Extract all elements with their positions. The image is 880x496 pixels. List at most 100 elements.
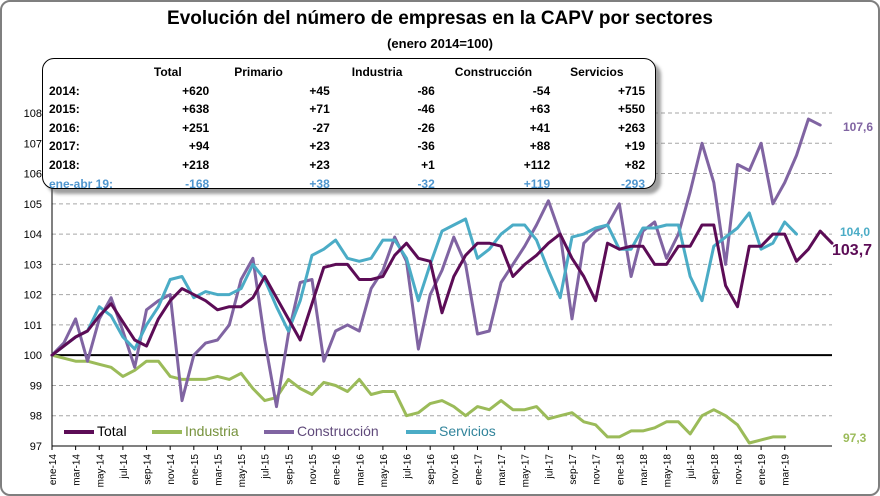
x-tick-label: nov-16: [450, 454, 461, 485]
table-cell: -46: [417, 102, 435, 117]
x-tick-label: mar-15: [213, 454, 224, 486]
y-tick-labels: 97 98 99 100 101 102 103 104 105 106 107 108: [24, 108, 42, 453]
table-cell: +251: [182, 120, 210, 135]
table-cell: +41: [529, 120, 551, 135]
table-header-total: Total: [153, 65, 182, 79]
table-cell: -26: [417, 120, 435, 135]
table-cell: +23: [309, 157, 330, 172]
table-row: 2018: +218 +23 +1 +112 +82: [49, 156, 655, 175]
y-tick-label: 105: [24, 199, 42, 211]
table-cell: +119: [523, 176, 551, 191]
x-tick-label: may-14: [95, 454, 106, 488]
table-row-label: 2014:: [49, 83, 80, 98]
table-cell: -27: [312, 120, 330, 135]
table-header-primario: Primario: [234, 65, 283, 79]
table-cell: +715: [617, 83, 645, 98]
table-cell: +112: [523, 157, 551, 172]
x-tick-label: ene-18: [615, 454, 626, 486]
legend-item-total: Total: [64, 423, 127, 439]
x-tick-label: jul-17: [544, 454, 555, 480]
end-label-servicios: 104,0: [840, 225, 871, 239]
table-row-label: 2018:: [49, 157, 80, 172]
legend-swatch-servicios: [406, 430, 436, 435]
x-tick-label: mar-18: [639, 454, 650, 486]
x-tick-label: sep-14: [143, 454, 154, 485]
x-tick-label: mar-16: [355, 454, 366, 486]
series-line-servicios: [50, 211, 798, 357]
table-cell: -32: [417, 176, 435, 191]
legend-label-servicios: Servicios: [439, 423, 496, 439]
table-cell: -293: [620, 176, 645, 191]
table-row: 2016: +251 -27 -26 +41 +263: [49, 119, 655, 138]
table-cell: +94: [188, 139, 210, 154]
summary-table-box: Total Primario Industria Construcción Se…: [42, 58, 656, 191]
table-cell: +550: [617, 102, 645, 117]
table-cell: -86: [417, 83, 435, 98]
table-cell: -168: [185, 176, 210, 191]
table-cell: +263: [617, 120, 645, 135]
y-tick-label: 103: [24, 259, 42, 271]
end-label-industria: 97,3: [843, 431, 867, 445]
axes: [51, 108, 832, 450]
x-tick-label: may-17: [521, 454, 532, 488]
legend-item-construccion: Construcción: [264, 423, 379, 439]
y-tick-label: 97: [30, 441, 42, 453]
table-cell: +88: [529, 139, 551, 154]
legend-label-total: Total: [97, 423, 127, 439]
legend-swatch-total: [64, 430, 94, 435]
y-tick-label: 101: [24, 320, 42, 332]
y-tick-label: 102: [24, 290, 42, 302]
legend-swatch-industria: [152, 430, 182, 435]
table-cell: -54: [532, 83, 551, 98]
table-cell: +63: [529, 102, 551, 117]
chart-subtitle: (enero 2014=100): [387, 36, 493, 51]
x-tick-label: nov-15: [308, 454, 319, 485]
x-tick-label: nov-18: [733, 454, 744, 485]
x-tick-label: sep-17: [568, 454, 579, 485]
end-label-total: 103,7: [832, 242, 873, 259]
legend-label-industria: Industria: [185, 423, 239, 439]
legend-item-servicios: Servicios: [406, 423, 496, 439]
x-tick-label: may-16: [379, 454, 390, 488]
table-cell: +638: [182, 102, 210, 117]
table-row: 2015: +638 +71 -46 +63 +550: [49, 100, 655, 119]
x-tick-label: mar-17: [497, 454, 508, 486]
x-tick-label: ene-14: [48, 454, 59, 486]
table-cell: -36: [417, 139, 435, 154]
x-tick-label: mar-19: [781, 454, 792, 486]
x-tick-label: ene-17: [473, 454, 484, 486]
table-row: 2017: +94 +23 -36 +88 +19: [49, 137, 655, 156]
legend-item-industria: Industria: [152, 423, 239, 439]
x-tick-label: ene-19: [757, 454, 768, 486]
legend-swatch-construccion: [264, 430, 294, 435]
y-tick-label: 98: [30, 411, 42, 423]
table-header-construccion: Construcción: [454, 65, 533, 79]
x-tick-label: may-18: [663, 454, 674, 488]
table-cell: +82: [624, 157, 645, 172]
x-tick-label: may-15: [237, 454, 248, 488]
series-lines: [50, 117, 834, 445]
table-cell: +45: [309, 83, 330, 98]
y-tick-label: 100: [24, 350, 42, 362]
x-tick-label: sep-15: [284, 454, 295, 485]
legend-label-construccion: Construcción: [297, 423, 379, 439]
table-cell: +218: [182, 157, 210, 172]
table-row: ene-abr 19: -168 +38 -32 +119 -293: [49, 175, 655, 194]
table-cell: +23: [309, 139, 330, 154]
y-tick-label: 106: [24, 169, 42, 181]
table-cell: +38: [309, 176, 330, 191]
table-header-row: Total Primario Industria Construcción Se…: [49, 63, 655, 82]
table-row-label: 2017:: [49, 139, 80, 154]
x-tick-label: ene-16: [332, 454, 343, 486]
x-tick-label: ene-15: [190, 454, 201, 486]
x-tick-label: jul-15: [261, 454, 272, 480]
x-tick-label: nov-14: [166, 454, 177, 485]
x-tick-label: jul-14: [119, 454, 130, 480]
summary-table: Total Primario Industria Construcción Se…: [49, 63, 655, 193]
chart-title: Evolución del número de empresas en la C…: [167, 8, 713, 29]
end-label-construccion: 107,6: [843, 120, 874, 134]
y-tick-label: 104: [24, 229, 42, 241]
table-row-label: ene-abr 19:: [49, 176, 114, 191]
